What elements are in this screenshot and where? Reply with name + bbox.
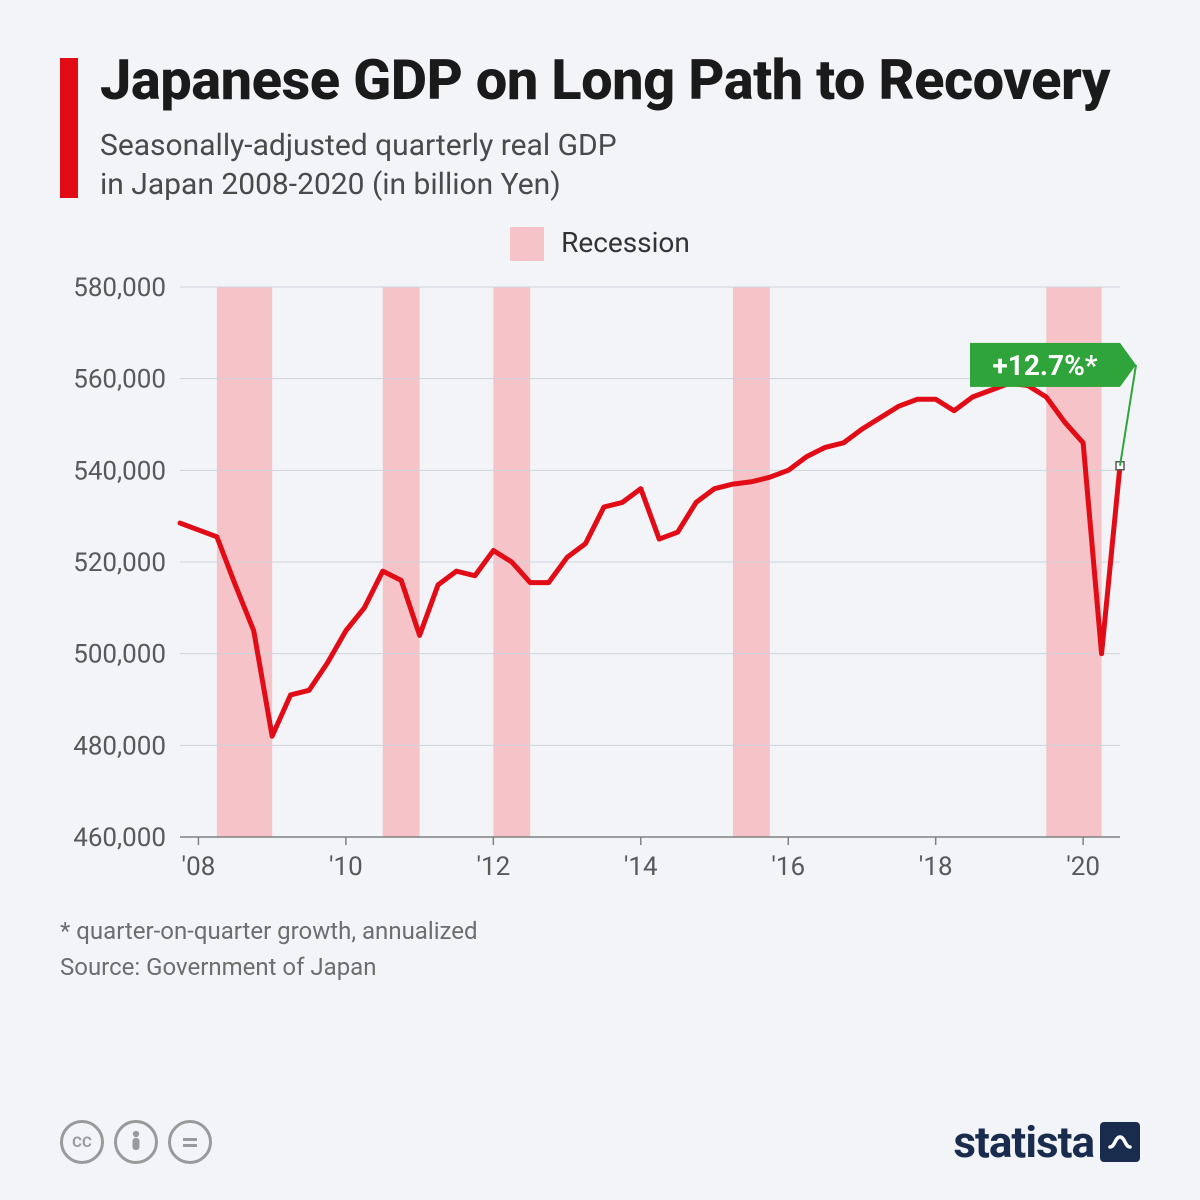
svg-text:'18: '18 [919,852,953,882]
svg-text:480,000: 480,000 [73,732,166,762]
footer: CC statista [60,1116,1140,1168]
legend: Recession [60,226,1140,262]
accent-bar [60,58,78,198]
brand-text: statista [953,1116,1094,1168]
svg-text:'14: '14 [624,852,658,882]
svg-text:CC: CC [72,1133,92,1151]
svg-text:'10: '10 [329,852,363,882]
infographic-container: Japanese GDP on Long Path to Recovery Se… [0,0,1200,1200]
svg-text:'16: '16 [771,852,805,882]
cc-icon: CC [60,1120,104,1164]
noderivs-icon [168,1120,212,1164]
svg-text:520,000: 520,000 [73,548,166,578]
legend-swatch [510,227,544,261]
svg-text:540,000: 540,000 [73,457,166,487]
subtitle-line-2: in Japan 2008-2020 (in billion Yen) [100,167,561,202]
gdp-line-chart: 460,000 480,000 500,000 520,000 540,000 560,0… [60,267,1140,887]
footnote-source: Source: Government of Japan [60,949,1140,985]
svg-text:+12.7%*: +12.7%* [993,349,1098,382]
footnotes: * quarter-on-quarter growth, annualized … [60,913,1140,985]
header: Japanese GDP on Long Path to Recovery Se… [60,50,1140,204]
legend-label: Recession [561,226,690,259]
svg-text:'20: '20 [1066,852,1100,882]
attribution-icon [114,1120,158,1164]
svg-text:500,000: 500,000 [73,640,166,670]
svg-text:460,000: 460,000 [73,823,166,853]
svg-text:'12: '12 [476,852,510,882]
statista-logo-icon [1100,1122,1140,1162]
license-icons: CC [60,1120,212,1164]
svg-text:560,000: 560,000 [73,365,166,395]
svg-text:'08: '08 [182,852,216,882]
chart-subtitle: Seasonally-adjusted quarterly real GDP i… [100,126,1140,204]
chart-title: Japanese GDP on Long Path to Recovery [100,50,1140,112]
svg-text:580,000: 580,000 [73,273,166,303]
subtitle-line-1: Seasonally-adjusted quarterly real GDP [100,128,617,163]
statista-logo: statista [953,1116,1140,1168]
chart-area: 460,000 480,000 500,000 520,000 540,000 560,0… [60,267,1140,891]
title-block: Japanese GDP on Long Path to Recovery Se… [100,50,1140,204]
footnote-growth: * quarter-on-quarter growth, annualized [60,913,1140,949]
